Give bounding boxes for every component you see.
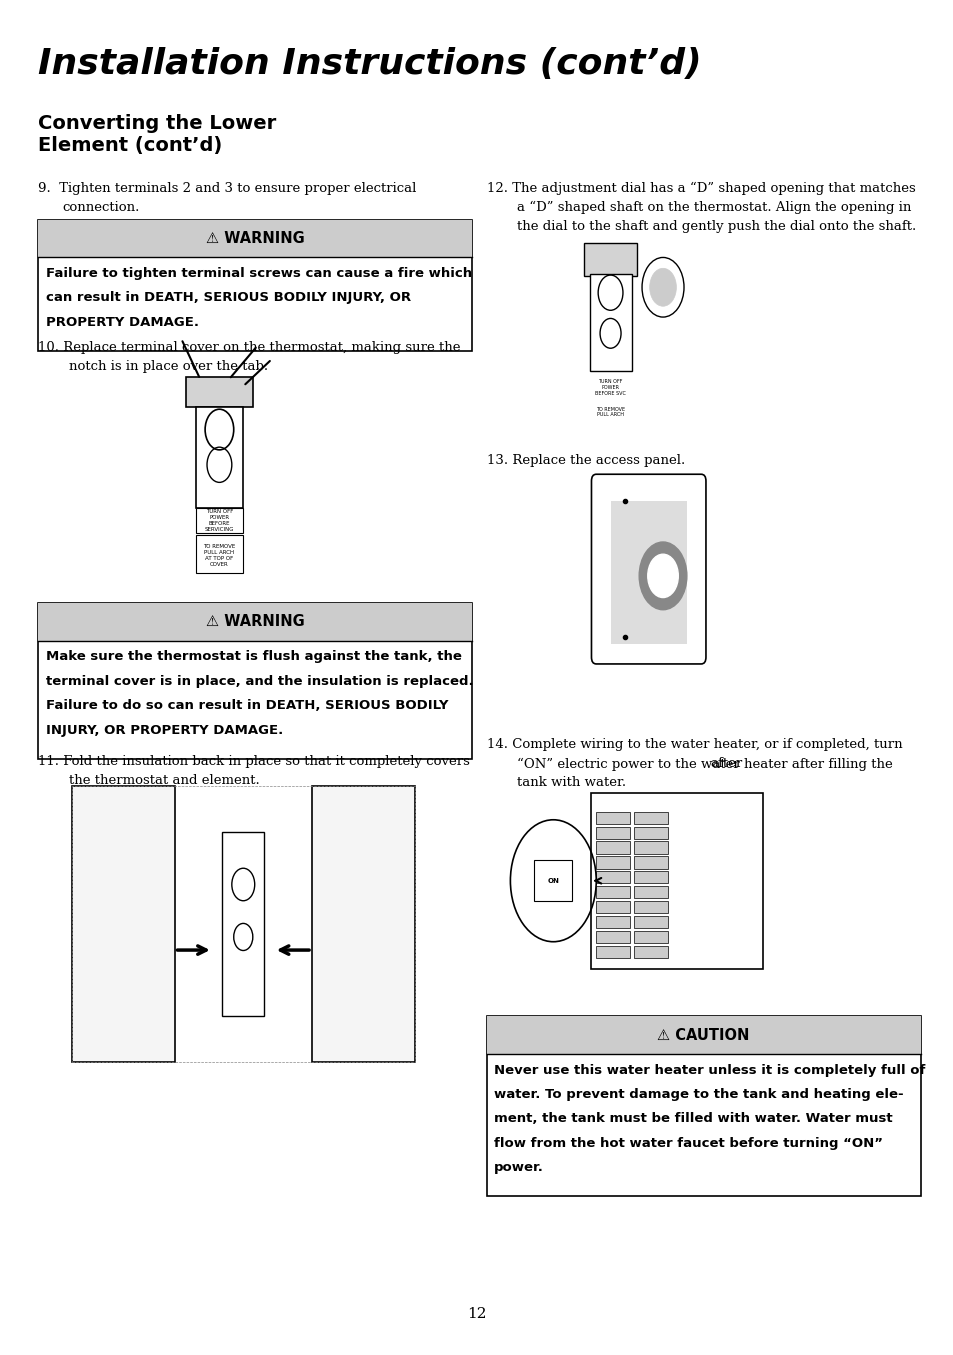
Text: Converting the Lower
Element (cont’d): Converting the Lower Element (cont’d) bbox=[38, 114, 276, 154]
Text: the dial to the shaft and gently push the dial onto the shaft.: the dial to the shaft and gently push th… bbox=[517, 220, 916, 233]
Text: “ON” electric power to the water heater after filling the: “ON” electric power to the water heater … bbox=[517, 757, 892, 771]
FancyBboxPatch shape bbox=[589, 274, 631, 371]
FancyBboxPatch shape bbox=[596, 916, 629, 928]
Text: 14. Complete wiring to the water heater, or if completed, turn: 14. Complete wiring to the water heater,… bbox=[486, 738, 902, 752]
Text: TURN OFF
POWER
BEFORE
SERVICING: TURN OFF POWER BEFORE SERVICING bbox=[205, 509, 233, 531]
Text: after: after bbox=[710, 757, 742, 771]
Text: TURN OFF
POWER
BEFORE SVC: TURN OFF POWER BEFORE SVC bbox=[595, 379, 625, 396]
FancyBboxPatch shape bbox=[634, 901, 667, 913]
Text: 13. Replace the access panel.: 13. Replace the access panel. bbox=[486, 454, 684, 467]
Text: Failure to tighten terminal screws can cause a fire which: Failure to tighten terminal screws can c… bbox=[46, 267, 472, 280]
FancyBboxPatch shape bbox=[38, 220, 472, 257]
FancyBboxPatch shape bbox=[38, 220, 472, 351]
FancyBboxPatch shape bbox=[634, 916, 667, 928]
Text: 9.  Tighten terminals 2 and 3 to ensure proper electrical: 9. Tighten terminals 2 and 3 to ensure p… bbox=[38, 182, 416, 195]
FancyBboxPatch shape bbox=[486, 1016, 920, 1054]
FancyBboxPatch shape bbox=[596, 901, 629, 913]
Text: TO REMOVE
PULL ARCH
AT TOP OF
COVER: TO REMOVE PULL ARCH AT TOP OF COVER bbox=[203, 545, 235, 566]
FancyBboxPatch shape bbox=[596, 841, 629, 854]
Text: tank with water.: tank with water. bbox=[517, 776, 625, 790]
FancyBboxPatch shape bbox=[634, 946, 667, 958]
FancyBboxPatch shape bbox=[534, 860, 572, 901]
FancyBboxPatch shape bbox=[610, 501, 686, 644]
Circle shape bbox=[647, 554, 678, 598]
Circle shape bbox=[639, 542, 686, 610]
Text: can result in DEATH, SERIOUS BODILY INJURY, OR: can result in DEATH, SERIOUS BODILY INJU… bbox=[46, 291, 411, 305]
FancyBboxPatch shape bbox=[71, 786, 174, 1062]
FancyBboxPatch shape bbox=[596, 812, 629, 824]
FancyBboxPatch shape bbox=[634, 931, 667, 943]
Text: 11. Fold the insulation back in place so that it completely covers: 11. Fold the insulation back in place so… bbox=[38, 755, 470, 768]
Text: water. To prevent damage to the tank and heating ele-: water. To prevent damage to the tank and… bbox=[494, 1088, 902, 1102]
Text: 10. Replace terminal cover on the thermostat, making sure the: 10. Replace terminal cover on the thermo… bbox=[38, 341, 460, 355]
FancyBboxPatch shape bbox=[195, 535, 243, 573]
FancyBboxPatch shape bbox=[591, 474, 705, 664]
FancyBboxPatch shape bbox=[596, 946, 629, 958]
FancyBboxPatch shape bbox=[634, 871, 667, 883]
Text: notch is in place over the tab.: notch is in place over the tab. bbox=[69, 360, 268, 374]
Text: 12. The adjustment dial has a “D” shaped opening that matches: 12. The adjustment dial has a “D” shaped… bbox=[486, 182, 914, 195]
FancyBboxPatch shape bbox=[596, 827, 629, 839]
Text: ment, the tank must be filled with water. Water must: ment, the tank must be filled with water… bbox=[494, 1112, 892, 1126]
FancyBboxPatch shape bbox=[634, 841, 667, 854]
Text: Installation Instructions (cont’d): Installation Instructions (cont’d) bbox=[38, 47, 701, 81]
Text: 12: 12 bbox=[467, 1308, 486, 1321]
FancyBboxPatch shape bbox=[195, 406, 243, 508]
Text: ⚠ WARNING: ⚠ WARNING bbox=[206, 230, 304, 247]
Text: flow from the hot water faucet before turning “ON”: flow from the hot water faucet before tu… bbox=[494, 1137, 882, 1150]
FancyBboxPatch shape bbox=[486, 1016, 920, 1196]
Text: power.: power. bbox=[494, 1161, 543, 1175]
FancyBboxPatch shape bbox=[634, 856, 667, 869]
FancyBboxPatch shape bbox=[583, 243, 637, 276]
FancyBboxPatch shape bbox=[596, 856, 629, 869]
Text: Never use this water heater unless it is completely full of: Never use this water heater unless it is… bbox=[494, 1064, 924, 1077]
Text: ON: ON bbox=[547, 878, 558, 883]
FancyBboxPatch shape bbox=[634, 827, 667, 839]
FancyBboxPatch shape bbox=[186, 377, 253, 406]
Text: ⚠ CAUTION: ⚠ CAUTION bbox=[657, 1027, 749, 1043]
Circle shape bbox=[649, 268, 676, 306]
FancyBboxPatch shape bbox=[38, 603, 472, 759]
FancyBboxPatch shape bbox=[312, 786, 415, 1062]
Text: Make sure the thermostat is flush against the tank, the: Make sure the thermostat is flush agains… bbox=[46, 650, 461, 664]
Text: INJURY, OR PROPERTY DAMAGE.: INJURY, OR PROPERTY DAMAGE. bbox=[46, 724, 283, 737]
Text: a “D” shaped shaft on the thermostat. Align the opening in: a “D” shaped shaft on the thermostat. Al… bbox=[517, 201, 910, 214]
FancyBboxPatch shape bbox=[634, 886, 667, 898]
FancyBboxPatch shape bbox=[222, 832, 264, 1016]
Text: Failure to do so can result in DEATH, SERIOUS BODILY: Failure to do so can result in DEATH, SE… bbox=[46, 699, 448, 713]
Text: TO REMOVE
PULL ARCH: TO REMOVE PULL ARCH bbox=[596, 406, 624, 417]
FancyBboxPatch shape bbox=[596, 871, 629, 883]
FancyBboxPatch shape bbox=[591, 793, 762, 969]
FancyBboxPatch shape bbox=[38, 603, 472, 641]
FancyBboxPatch shape bbox=[195, 508, 243, 533]
Text: ⚠ WARNING: ⚠ WARNING bbox=[206, 614, 304, 630]
FancyBboxPatch shape bbox=[596, 886, 629, 898]
Text: terminal cover is in place, and the insulation is replaced.: terminal cover is in place, and the insu… bbox=[46, 675, 473, 688]
Text: the thermostat and element.: the thermostat and element. bbox=[69, 774, 259, 787]
FancyBboxPatch shape bbox=[634, 812, 667, 824]
Text: PROPERTY DAMAGE.: PROPERTY DAMAGE. bbox=[46, 316, 198, 329]
FancyBboxPatch shape bbox=[596, 931, 629, 943]
Text: connection.: connection. bbox=[62, 201, 139, 214]
